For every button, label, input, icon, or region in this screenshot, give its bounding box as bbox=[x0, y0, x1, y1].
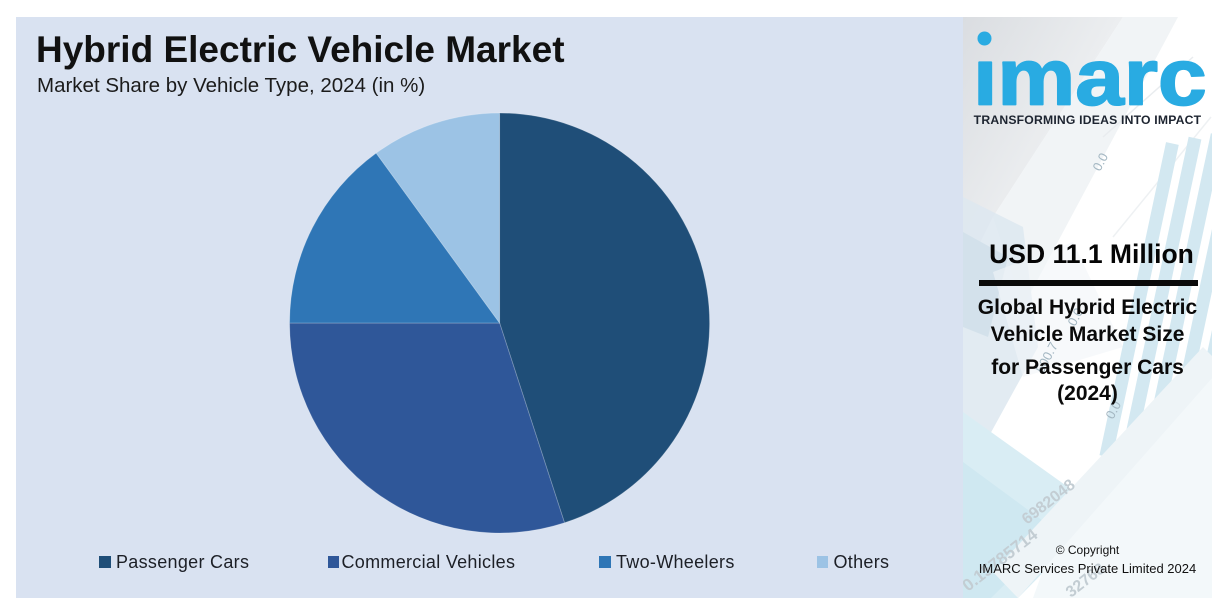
svg-text:ımarc: ımarc bbox=[973, 32, 1207, 122]
svg-text:0.0: 0.0 bbox=[1089, 150, 1111, 173]
svg-text:0.0: 0.0 bbox=[1102, 398, 1124, 421]
svg-text:0.0: 0.0 bbox=[1064, 305, 1086, 328]
